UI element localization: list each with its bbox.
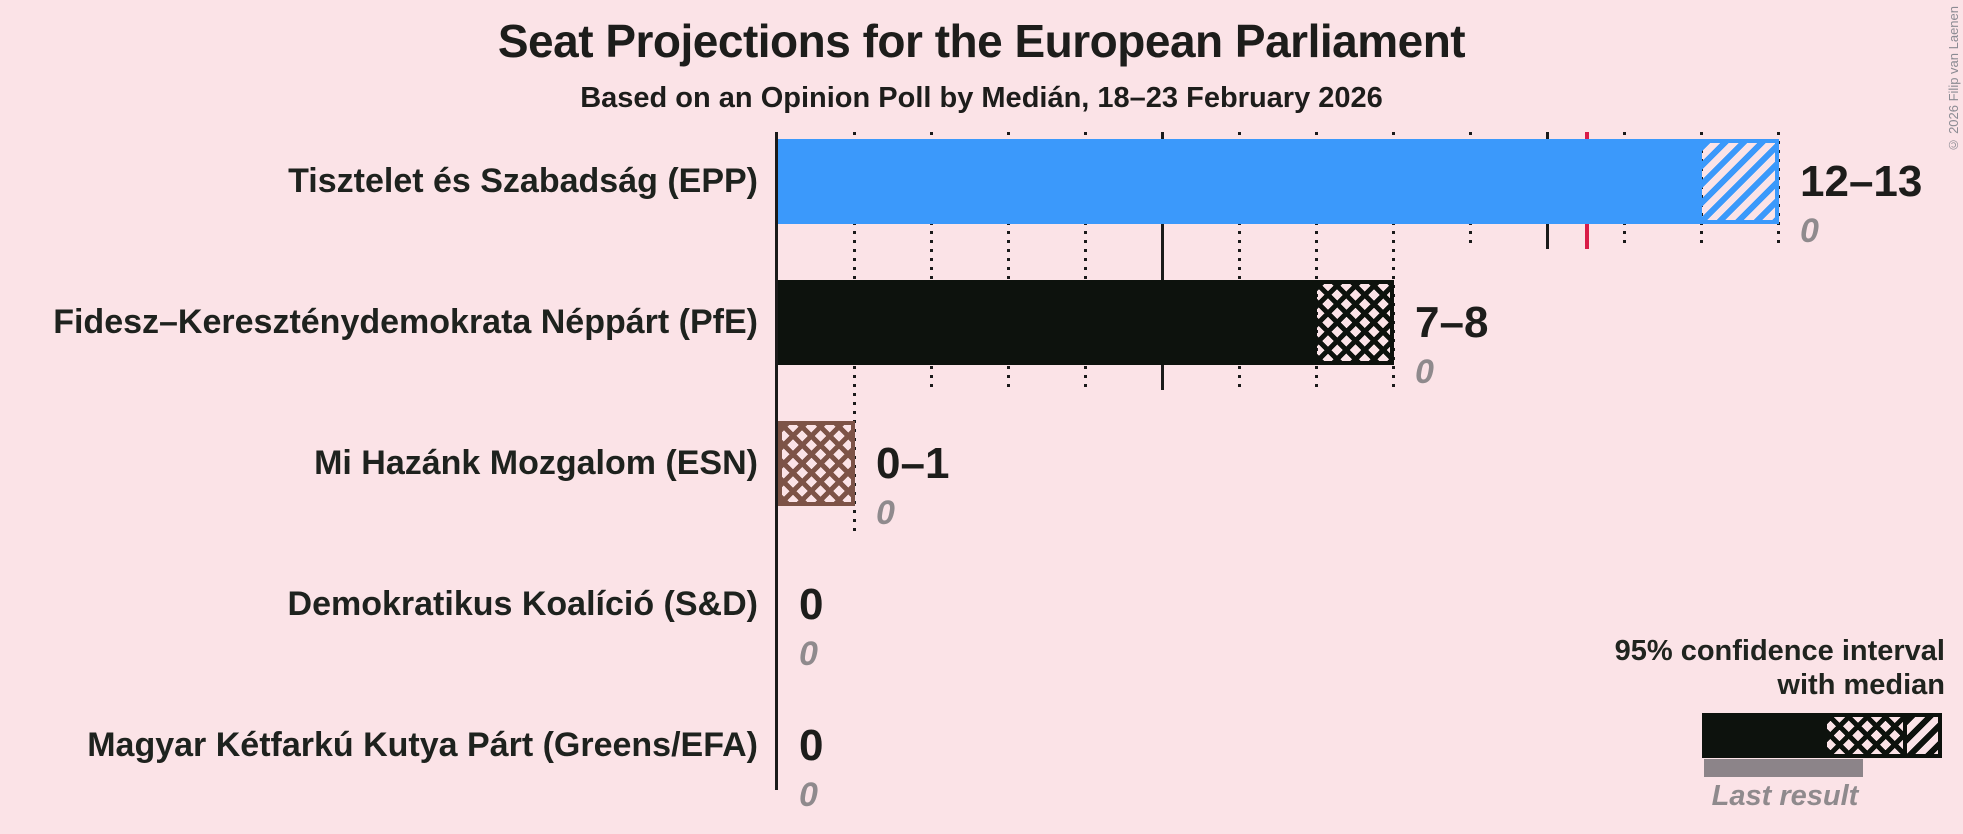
party-row: Demokratikus Koalíció (S&D) 0 0 [0, 534, 1963, 675]
legend-crosshatch-segment [1827, 713, 1907, 758]
gridline [1315, 132, 1318, 390]
seat-projection-label: 0–1 [876, 439, 950, 488]
last-result-value: 0 [799, 635, 818, 673]
page-title: Seat Projections for the European Parlia… [497, 15, 1466, 67]
bar-ci-hatch-segment [1702, 139, 1779, 224]
seat-projection-label: 0 [799, 721, 824, 770]
gridline [1238, 132, 1241, 390]
party-row: Mi Hazánk Mozgalom (ESN) 0–1 0 [0, 393, 1963, 534]
last-result-value: 0 [1800, 212, 1819, 250]
seat-projection-label: 7–8 [1415, 298, 1489, 347]
legend-last-result-bar [1704, 759, 1863, 777]
gridline [1161, 132, 1164, 390]
party-row: Fidesz–Kereszténydemokrata Néppárt (PfE)… [0, 252, 1963, 393]
party-label: Mi Hazánk Mozgalom (ESN) [314, 444, 758, 482]
legend-diagonal-segment [1907, 713, 1942, 758]
party-label: Demokratikus Koalíció (S&D) [287, 585, 758, 623]
legend-sample-bar [1702, 713, 1942, 758]
party-label: Fidesz–Kereszténydemokrata Néppárt (PfE) [53, 303, 758, 341]
seat-projection-label: 12–13 [1800, 157, 1923, 206]
gridline [1392, 132, 1395, 390]
bar-solid-segment [778, 280, 1317, 365]
page-subtitle: Based on an Opinion Poll by Medián, 18–2… [580, 82, 1383, 114]
last-result-value: 0 [876, 494, 895, 532]
legend-ci-line1: 95% confidence interval [1614, 635, 1945, 667]
legend-ci-label: 95% confidence interval with median [1615, 634, 1945, 702]
gridline [1084, 132, 1087, 390]
bar-ci-hatch-segment [1317, 280, 1394, 365]
gridline [1007, 132, 1010, 390]
party-row: Tisztelet és Szabadság (EPP) 12–13 0 [0, 111, 1963, 252]
axis-line [775, 132, 778, 790]
legend-solid-segment [1702, 713, 1827, 758]
gridline [930, 132, 933, 390]
last-result-value: 0 [1415, 353, 1434, 391]
party-label: Magyar Kétfarkú Kutya Párt (Greens/EFA) [87, 726, 758, 764]
party-row: Magyar Kétfarkú Kutya Párt (Greens/EFA) 0… [0, 675, 1963, 816]
bar-solid-segment [778, 139, 1702, 224]
legend-last-result-label: Last result [1711, 780, 1859, 812]
seat-projection-label: 0 [799, 580, 824, 629]
bar-ci-hatch-segment [778, 421, 855, 506]
last-result-value: 0 [799, 776, 818, 814]
party-label: Tisztelet és Szabadság (EPP) [288, 162, 758, 200]
legend-ci-line2: with median [1777, 669, 1945, 701]
